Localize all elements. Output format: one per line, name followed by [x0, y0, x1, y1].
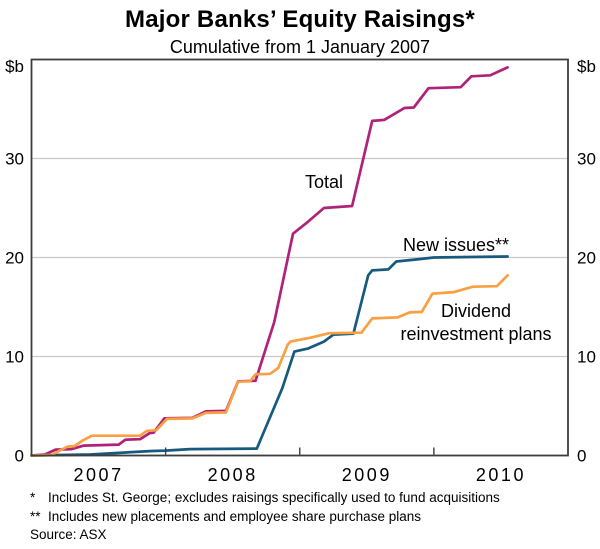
y-axis-unit-left: $b — [5, 57, 24, 76]
footnote-1: * Includes St. George; excludes raisings… — [0, 489, 600, 508]
footnote-2: ** Includes new placements and employee … — [0, 508, 600, 527]
series-line-drp — [30, 273, 509, 457]
series-label-drp-line1: Dividend — [441, 301, 511, 321]
y-tick-label-left-10: 10 — [5, 348, 24, 367]
series-label-total: Total — [305, 172, 343, 192]
x-year-label-2009: 2009 — [342, 465, 392, 485]
y-tick-label-left-30: 30 — [5, 150, 24, 169]
footnote-1-marker: * — [30, 490, 36, 505]
footnote-2-marker: ** — [30, 508, 41, 524]
source-line: Source: ASX — [30, 527, 107, 542]
y-tick-label-left-20: 20 — [5, 249, 24, 268]
y-tick-label-right-0: 0 — [577, 447, 586, 466]
series-label-drp-line2: reinvestment plans — [400, 324, 551, 344]
chart-subtitle: Cumulative from 1 January 2007 — [169, 37, 431, 57]
y-tick-label-right-10: 10 — [577, 348, 596, 367]
series-line-new-issues — [30, 255, 509, 457]
footnote-2-text: Includes new placements and employee sha… — [48, 508, 421, 524]
plot-frame — [30, 58, 569, 457]
footnotes: * Includes St. George; excludes raisings… — [0, 489, 600, 545]
y-tick-label-right-30: 30 — [577, 150, 596, 169]
series-label-new-issues: New issues** — [403, 235, 509, 255]
x-year-label-2008: 2008 — [208, 465, 258, 485]
y-axis-unit-right: $b — [577, 57, 596, 76]
chart-title: Major Banks’ Equity Raisings* — [125, 6, 475, 33]
x-year-label-2007: 2007 — [74, 465, 124, 485]
x-year-label-2010: 2010 — [476, 465, 526, 485]
footnote-1-text: Includes St. George; excludes raisings s… — [48, 490, 500, 505]
series-line-total — [30, 66, 509, 457]
y-tick-label-right-20: 20 — [577, 249, 596, 268]
y-tick-label-left-0: 0 — [15, 447, 24, 466]
